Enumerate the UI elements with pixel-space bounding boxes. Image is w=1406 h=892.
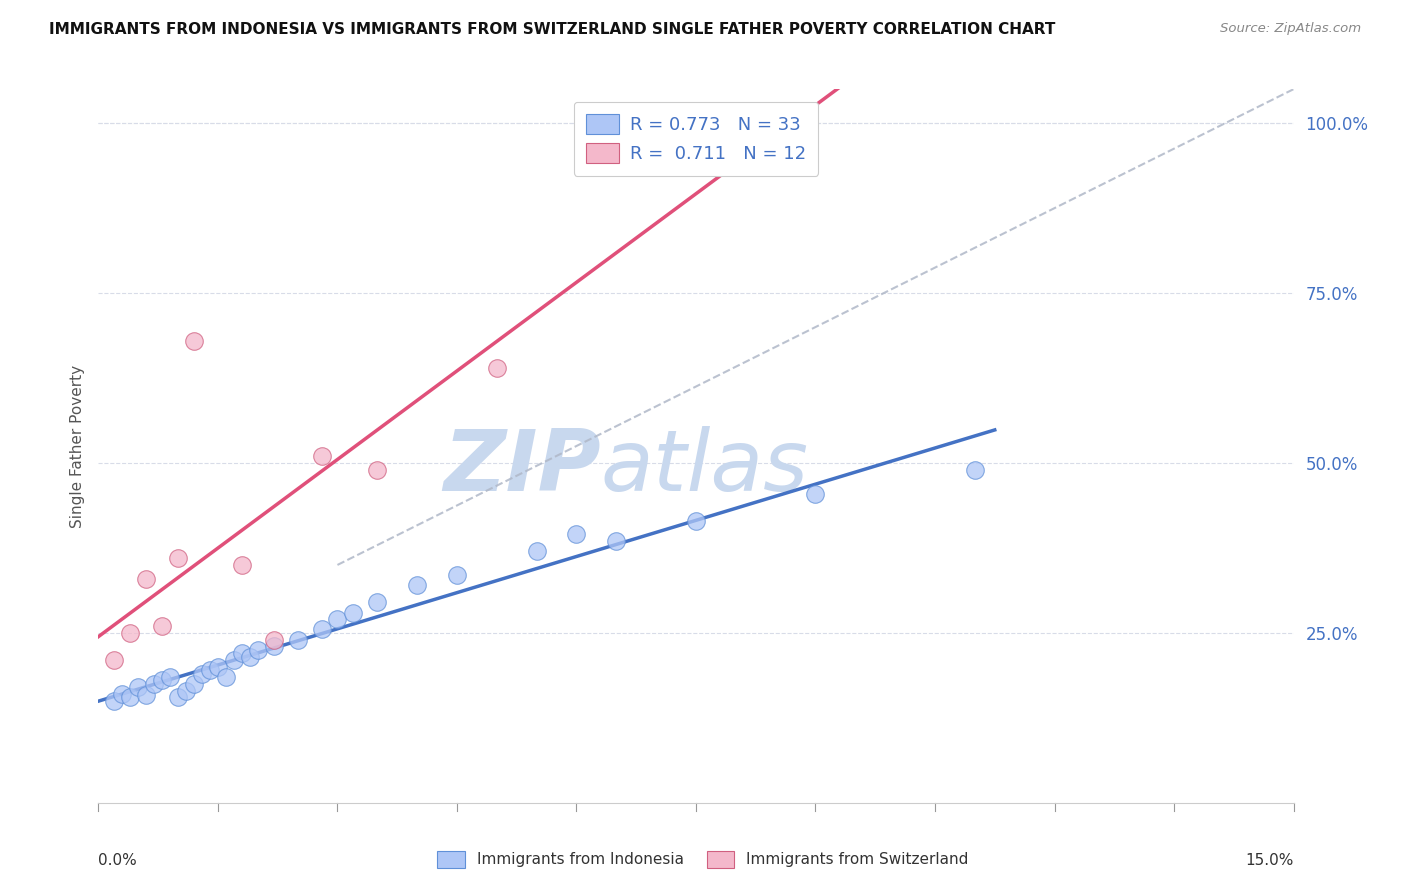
Point xyxy=(183,334,205,348)
Point xyxy=(120,690,142,705)
Point xyxy=(198,663,221,677)
Point xyxy=(326,612,349,626)
Point xyxy=(485,360,508,375)
Point xyxy=(239,649,262,664)
Legend: Immigrants from Indonesia, Immigrants from Switzerland: Immigrants from Indonesia, Immigrants fr… xyxy=(432,845,974,873)
Point xyxy=(685,144,707,158)
Point xyxy=(222,653,245,667)
Point xyxy=(446,568,468,582)
Point xyxy=(111,687,134,701)
Point xyxy=(159,670,181,684)
Point xyxy=(406,578,429,592)
Point xyxy=(231,558,253,572)
Point xyxy=(263,632,285,647)
Point xyxy=(311,623,333,637)
Point xyxy=(174,683,197,698)
Text: IMMIGRANTS FROM INDONESIA VS IMMIGRANTS FROM SWITZERLAND SINGLE FATHER POVERTY C: IMMIGRANTS FROM INDONESIA VS IMMIGRANTS … xyxy=(49,22,1056,37)
Point xyxy=(167,551,190,566)
Point xyxy=(605,534,627,549)
Text: 15.0%: 15.0% xyxy=(1246,853,1294,868)
Text: 0.0%: 0.0% xyxy=(98,853,138,868)
Point xyxy=(135,572,157,586)
Point xyxy=(342,606,364,620)
Point xyxy=(804,486,827,500)
Point xyxy=(103,653,125,667)
Text: ZIP: ZIP xyxy=(443,425,600,509)
Legend: R = 0.773   N = 33, R =  0.711   N = 12: R = 0.773 N = 33, R = 0.711 N = 12 xyxy=(574,102,818,176)
Point xyxy=(246,643,269,657)
Point xyxy=(215,670,238,684)
Point xyxy=(103,694,125,708)
Point xyxy=(207,660,229,674)
Point xyxy=(183,677,205,691)
Point xyxy=(263,640,285,654)
Point xyxy=(143,677,166,691)
Point xyxy=(526,544,548,558)
Point xyxy=(287,632,309,647)
Point xyxy=(127,680,149,694)
Point xyxy=(311,449,333,463)
Text: atlas: atlas xyxy=(600,425,808,509)
Point xyxy=(150,673,173,688)
Point xyxy=(685,514,707,528)
Point xyxy=(191,666,214,681)
Point xyxy=(167,690,190,705)
Point xyxy=(120,626,142,640)
Point xyxy=(366,463,388,477)
Y-axis label: Single Father Poverty: Single Father Poverty xyxy=(69,365,84,527)
Point xyxy=(963,463,986,477)
Point xyxy=(135,689,157,703)
Text: Source: ZipAtlas.com: Source: ZipAtlas.com xyxy=(1220,22,1361,36)
Point xyxy=(366,595,388,609)
Point xyxy=(231,646,253,660)
Point xyxy=(565,527,588,541)
Point xyxy=(150,619,173,633)
